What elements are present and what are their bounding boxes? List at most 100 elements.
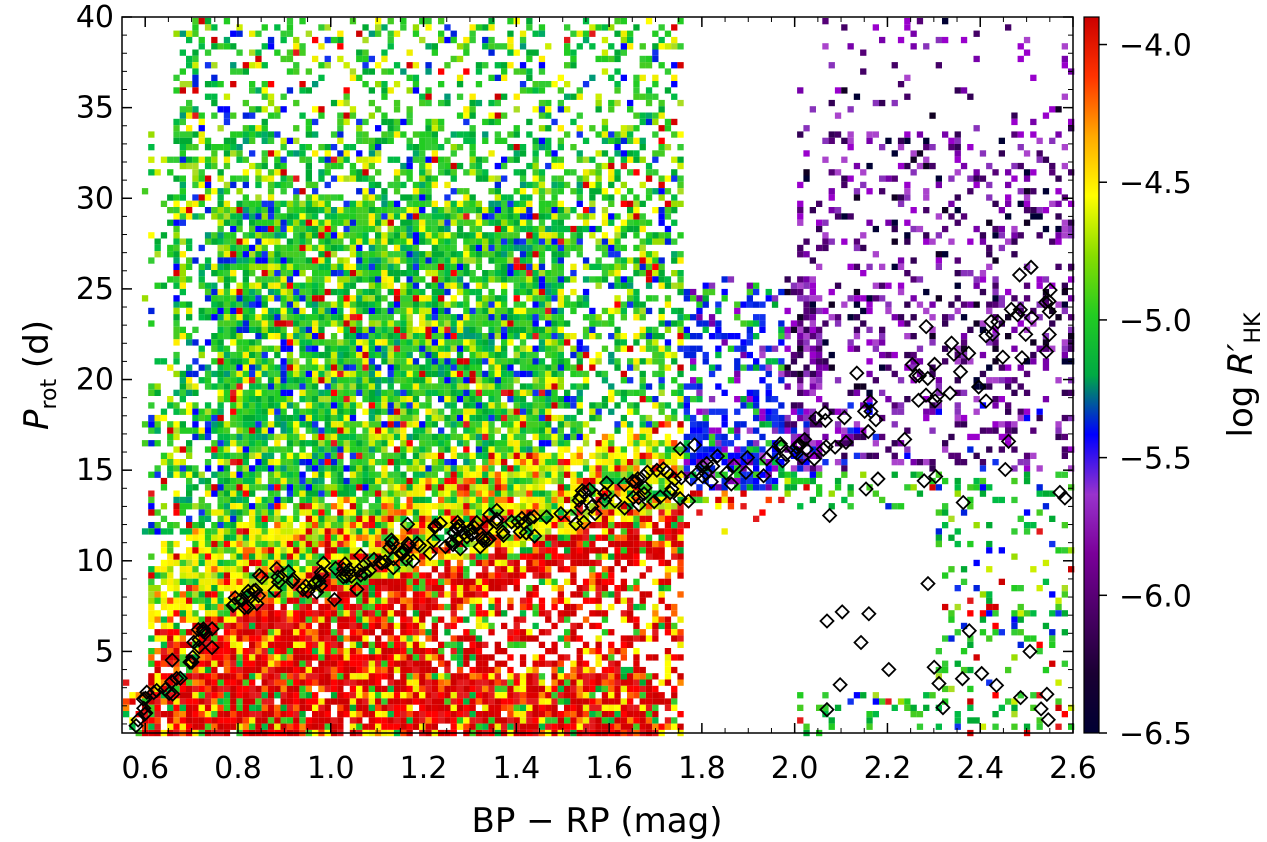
heatmap-cell <box>293 660 300 667</box>
heatmap-cell <box>312 333 319 340</box>
heatmap-cell <box>400 225 407 233</box>
heatmap-cell <box>330 288 338 296</box>
heatmap-cell <box>450 396 457 403</box>
heatmap-cell <box>198 131 205 138</box>
heatmap-cell <box>286 389 294 396</box>
heatmap-cell <box>236 534 243 541</box>
heatmap-cell <box>186 597 193 604</box>
heatmap-cell <box>148 257 155 264</box>
heatmap-cell <box>249 629 256 636</box>
heatmap-cell <box>507 635 514 642</box>
heatmap-cell <box>406 540 413 548</box>
heatmap-cell <box>412 188 420 195</box>
heatmap-cell <box>438 276 445 283</box>
heatmap-cell <box>419 433 426 441</box>
heatmap-cell <box>179 421 186 428</box>
heatmap-cell <box>192 339 199 346</box>
heatmap-cell <box>179 377 186 384</box>
heatmap-cell <box>330 685 338 693</box>
heatmap-cell <box>312 666 319 674</box>
heatmap-cell <box>337 515 344 522</box>
heatmap-cell <box>343 711 350 718</box>
heatmap-cell <box>267 446 275 453</box>
heatmap-cell <box>362 219 369 226</box>
heatmap-cell <box>167 698 174 705</box>
heatmap-cell <box>204 257 212 264</box>
heatmap-cell <box>349 711 357 718</box>
heatmap-cell <box>280 251 287 258</box>
heatmap-cell <box>400 509 407 516</box>
heatmap-cell <box>211 698 218 705</box>
heatmap-cell <box>198 711 205 718</box>
heatmap-cell <box>412 200 420 207</box>
heatmap-cell <box>249 717 256 724</box>
heatmap-cell <box>230 496 237 504</box>
heatmap-cell <box>463 238 470 245</box>
heatmap-cell <box>204 673 212 680</box>
heatmap-cell <box>223 207 231 214</box>
heatmap-cell <box>293 717 300 724</box>
heatmap-cell <box>318 314 325 321</box>
heatmap-cell <box>249 452 256 459</box>
heatmap-cell <box>463 213 470 220</box>
heatmap-cell <box>356 465 363 472</box>
heatmap-cell <box>198 540 205 548</box>
heatmap-cell <box>482 301 489 308</box>
heatmap-cell <box>286 307 294 315</box>
heatmap-cell <box>223 421 231 428</box>
heatmap-cell <box>431 711 438 718</box>
heatmap-cell <box>255 673 262 680</box>
heatmap-cell <box>293 629 300 636</box>
heatmap-cell <box>425 648 432 655</box>
heatmap-cell <box>406 162 413 170</box>
heatmap-cell <box>343 654 350 661</box>
heatmap-cell <box>400 660 407 667</box>
heatmap-cell <box>160 282 168 289</box>
heatmap-cell <box>255 515 262 522</box>
heatmap-cell <box>274 509 281 516</box>
heatmap-cell <box>324 717 331 724</box>
heatmap-cell <box>255 465 262 472</box>
heatmap-cell <box>192 666 199 674</box>
heatmap-cell <box>375 251 382 258</box>
heatmap-cell <box>337 162 344 170</box>
heatmap-cell <box>375 339 382 346</box>
heatmap-cell <box>349 389 357 396</box>
heatmap-cell <box>488 364 495 371</box>
heatmap-cell <box>204 377 212 384</box>
heatmap-cell <box>236 301 243 308</box>
heatmap-cell <box>463 503 470 510</box>
heatmap-cell <box>368 219 375 226</box>
heatmap-cell <box>261 547 268 554</box>
heatmap-cell <box>186 446 193 453</box>
heatmap-cell <box>419 610 426 617</box>
heatmap-cell <box>482 559 489 567</box>
heatmap-cell <box>148 496 155 504</box>
heatmap-cell <box>431 648 438 655</box>
heatmap-cells <box>123 18 1075 737</box>
heatmap-cell <box>318 679 325 686</box>
heatmap-cell <box>186 402 193 409</box>
heatmap-cell <box>450 641 457 648</box>
heatmap-cell <box>318 200 325 207</box>
heatmap-cell <box>255 572 262 579</box>
heatmap-cell <box>280 553 287 560</box>
heatmap-cell <box>450 427 457 434</box>
heatmap-cell <box>274 282 281 289</box>
heatmap-cell <box>381 207 388 214</box>
heatmap-cell <box>286 679 294 686</box>
heatmap-cell <box>173 263 180 270</box>
heatmap-cell <box>198 36 205 44</box>
heatmap-cell <box>223 616 231 623</box>
heatmap-cell <box>349 490 357 497</box>
heatmap-cell <box>198 503 205 510</box>
heatmap-cell <box>286 477 294 485</box>
heatmap-cell <box>305 610 312 617</box>
heatmap-cell <box>305 396 312 403</box>
heatmap-cell <box>368 585 375 592</box>
heatmap-cell <box>488 673 495 680</box>
heatmap-cell <box>230 263 237 270</box>
heatmap-cell <box>148 471 155 478</box>
heatmap-cell <box>236 616 243 623</box>
heatmap-cell <box>305 320 312 327</box>
